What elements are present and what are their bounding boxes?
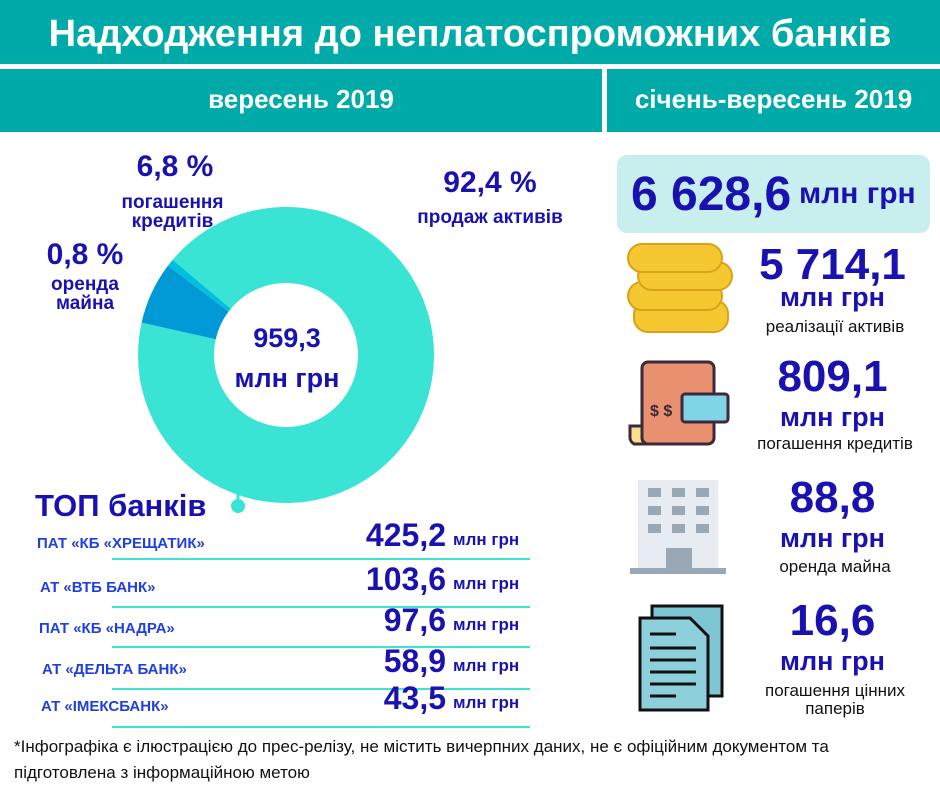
- ytd-total-value: 6 628,6: [631, 168, 792, 221]
- slice-loans: [141, 265, 229, 340]
- donut-chart: [138, 207, 434, 513]
- loans-label-line: погашення: [121, 192, 224, 213]
- top-banks-title: ТОП банків: [35, 488, 207, 523]
- divider: [112, 646, 530, 648]
- connector-dot: [231, 499, 245, 513]
- loans-label-line: кредитів: [131, 211, 214, 232]
- bank-unit: млн грн: [453, 530, 520, 549]
- bank-unit: млн грн: [453, 615, 520, 634]
- bank-unit: млн грн: [453, 656, 520, 675]
- ytd-value: 809,1: [777, 352, 888, 401]
- loans-pct: 6,8 %: [136, 150, 214, 183]
- svg-text:$ $: $ $: [650, 403, 672, 420]
- coins-icon: [627, 243, 733, 333]
- divider: [112, 726, 530, 728]
- page-title: Надходження до неплатоспроможних банків: [0, 0, 940, 64]
- ytd-caption: погашення кредитів: [757, 434, 913, 453]
- period-month: вересень 2019: [0, 69, 602, 132]
- bank-value: 103,6: [365, 561, 446, 597]
- rent-label-line: оренда: [51, 274, 119, 295]
- ytd-caption: погашення цінних паперів: [764, 681, 906, 718]
- divider: [112, 558, 530, 560]
- footnote: *Інфографіка є ілюстрацією до прес-реліз…: [14, 737, 829, 782]
- rent-label-line: майна: [55, 293, 115, 314]
- ytd-value: 16,6: [789, 596, 876, 645]
- ytd-unit: млн грн: [780, 402, 885, 432]
- building-icon: [630, 480, 726, 574]
- sale-pct: 92,4 %: [443, 166, 537, 199]
- bank-name: АТ «ВТБ БАНК»: [40, 579, 156, 596]
- ytd-caption: реалізації активів: [765, 317, 905, 336]
- ytd-total-unit: млн грн: [799, 177, 916, 210]
- bank-value: 43,5: [383, 680, 446, 716]
- loans-label: погашення кредитів: [100, 193, 245, 231]
- divider: [112, 606, 530, 608]
- documents-icon: [638, 604, 724, 712]
- ytd-caption: оренда майна: [779, 557, 891, 576]
- bank-name: АТ «ІМЕКСБАНК»: [41, 698, 169, 715]
- ytd-unit: млн грн: [780, 646, 885, 676]
- ytd-unit: млн грн: [780, 282, 885, 312]
- rent-label: оренда майна: [20, 275, 150, 313]
- bank-value: 425,2: [365, 517, 446, 553]
- bank-name: ПАТ «КБ «НАДРА»: [39, 620, 175, 637]
- bank-name: АТ «ДЕЛЬТА БАНК»: [42, 661, 187, 678]
- period-ytd: січень-вересень 2019: [607, 69, 940, 132]
- ytd-value: 5 714,1: [759, 240, 906, 289]
- bank-unit: млн грн: [453, 574, 520, 593]
- slice-rent: [167, 259, 231, 312]
- ytd-value: 88,8: [789, 473, 876, 522]
- ytd-unit: млн грн: [780, 523, 885, 553]
- slice-sale: [138, 207, 434, 504]
- donut-center-value: 959,3: [253, 323, 321, 353]
- ytd-total-box: 6 628,6 млн грн: [617, 155, 930, 233]
- bank-value: 58,9: [383, 643, 446, 679]
- invoice-card-icon: $ $: [628, 360, 730, 446]
- bank-value: 97,6: [383, 602, 446, 638]
- sale-label: продаж активів: [417, 207, 563, 228]
- divider: [112, 688, 530, 690]
- rent-pct: 0,8 %: [46, 238, 124, 271]
- bank-unit: млн грн: [453, 693, 520, 712]
- donut-center-unit: млн грн: [234, 363, 340, 393]
- bank-name: ПАТ «КБ «ХРЕЩАТИК»: [37, 535, 205, 552]
